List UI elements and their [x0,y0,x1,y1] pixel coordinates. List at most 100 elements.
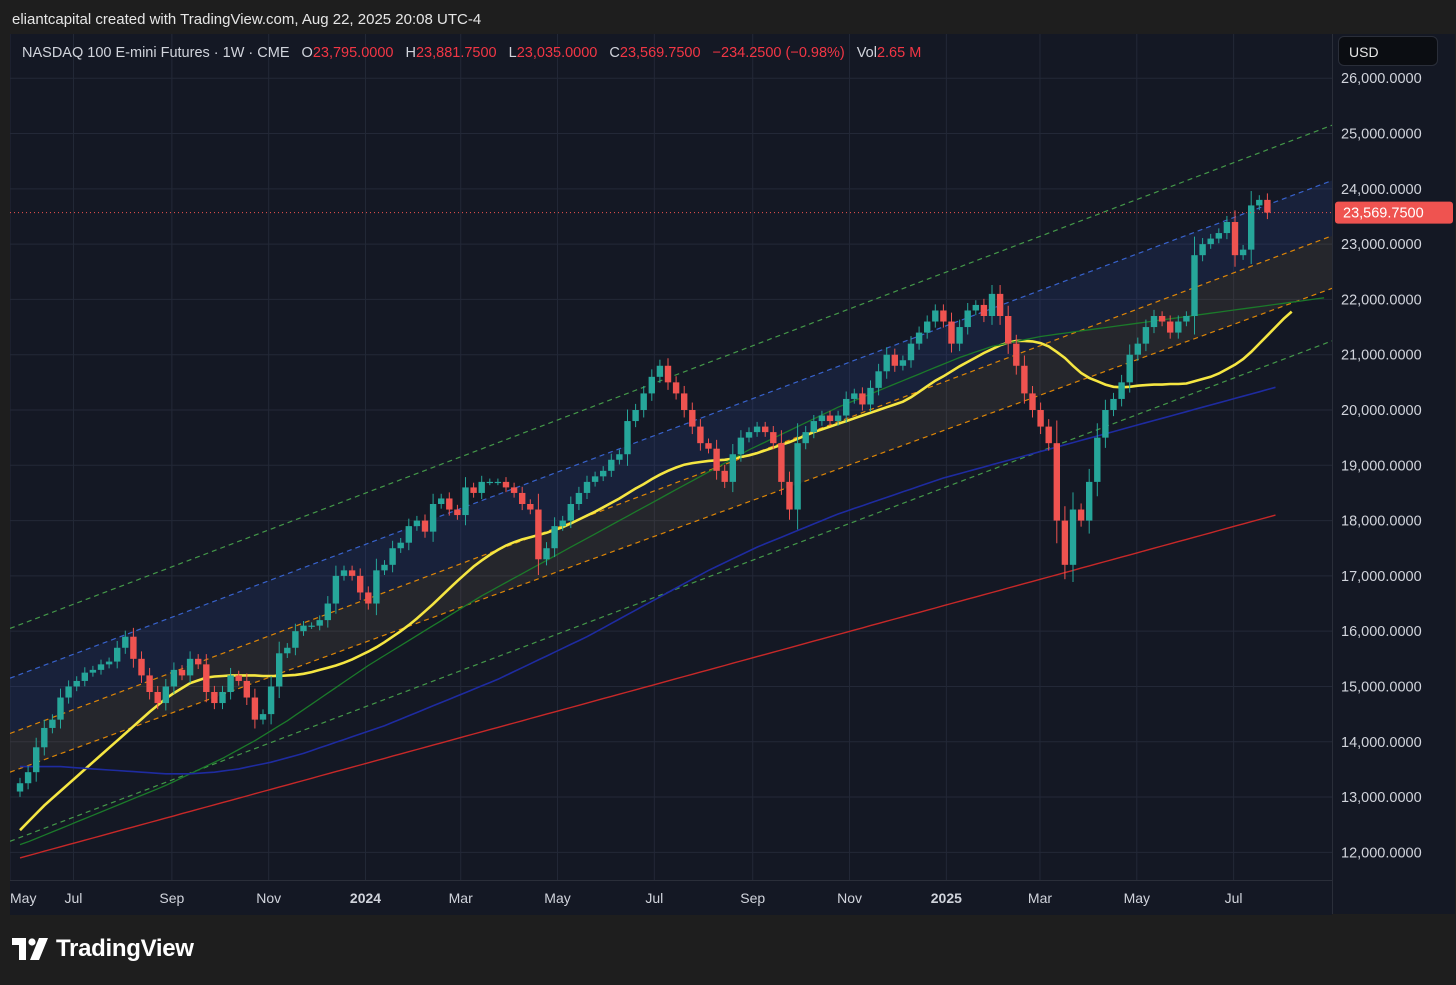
candle-body [1053,443,1060,521]
candle-body [146,675,153,692]
candle-body [170,669,178,687]
candle-body [178,669,186,676]
grid-lines [10,34,1332,880]
candle-body [543,548,550,560]
currency-button[interactable]: USD [1338,36,1438,66]
candle-body [276,653,283,687]
candle-body [510,487,518,493]
candle-body [203,664,210,692]
candle-body [616,454,623,460]
candle-body [397,542,404,549]
candle-body [381,564,388,571]
candle-body [1215,233,1222,239]
candle-body [519,492,526,504]
price-scale[interactable]: 12,000.0000 13,000.0000 14,000.0000 15,000.… [1332,34,1455,914]
candle-body [624,421,631,455]
candle-body [932,310,939,322]
candle-body [1094,437,1101,482]
inner-channel-fill [10,235,1332,773]
x-tick-label: Mar [1028,890,1052,906]
credit-text: eliantcapital created with TradingView.c… [12,11,482,28]
candle-body [1118,382,1125,399]
price-plot[interactable] [10,34,1332,880]
candle-body [648,376,655,394]
y-tick-label: 22,000.0000 [1341,292,1422,308]
y-tick-label: 16,000.0000 [1341,624,1422,640]
candle-body [1191,255,1198,316]
tradingview-logo[interactable]: TradingView [12,935,194,963]
candle-body [705,443,712,449]
chart-area[interactable]: NASDAQ 100 E-mini Futures · 1W · CME O23… [10,34,1455,915]
candle-body [227,675,234,692]
candle-body [1069,509,1077,565]
candle-body [340,570,348,576]
candle-body [875,371,882,388]
candle-body [583,481,591,493]
candle-body [454,509,461,516]
candle-body [251,697,259,720]
candle-body [429,504,437,532]
candle-body [1102,410,1109,438]
candle-body [502,481,510,488]
x-tick-label: 2025 [931,890,962,906]
candle-body [826,415,834,422]
x-tick-label: Jul [1225,890,1243,906]
x-tick-label: May [1124,890,1150,906]
candle-body [348,570,356,576]
change-value: −234.2500 (−0.98%) [712,45,845,61]
y-tick-label: 26,000.0000 [1341,71,1422,87]
x-tick-label: May [10,890,36,906]
candle-body [575,492,583,504]
candle-body [1037,410,1044,427]
y-tick-label: 13,000.0000 [1341,790,1422,806]
y-tick-label: 17,000.0000 [1341,569,1422,585]
candle-body [762,426,769,433]
candle-body [373,570,380,604]
candle-body [138,658,145,676]
candle-body [413,520,421,527]
candle-body [948,321,955,344]
candle-body [57,697,64,720]
low-value: 23,035.0000 [516,45,598,61]
candle-body [1110,398,1117,410]
x-tick-label: May [544,890,570,906]
candle-body [73,680,80,687]
x-tick-label: Jul [65,890,83,906]
candle-body [300,625,307,632]
candle-body [972,304,979,311]
moving-average-line-3 [19,514,1276,859]
candle-body [16,783,24,792]
candle-body [964,310,971,328]
close-value: 23,569.7500 [619,45,701,61]
candle-body [567,504,574,521]
candle-body [1029,393,1036,410]
high-value: 23,881.7500 [415,45,497,61]
volume-value: 2.65 M [876,45,922,61]
candle-body [41,727,48,748]
candle-body [1045,426,1052,444]
candle-body [405,526,412,543]
candle-body [559,520,566,527]
y-tick-label: 15,000.0000 [1341,679,1422,695]
candle-body [65,686,72,698]
time-scale[interactable]: May Jul Sep Nov 2024 Mar May Jul Sep Nov 2025 Mar Ma… [10,880,1332,915]
channel-line-0 [10,124,1332,629]
candle-body [834,415,842,422]
candle-body [49,719,56,728]
candle-body [915,332,923,344]
candle-body [1167,321,1174,333]
y-tick-label: 23,000.0000 [1341,237,1422,253]
candle-body [470,487,477,493]
brand-name: TradingView [56,935,194,962]
candle-body [810,421,817,433]
low-label: L [508,45,517,61]
channel-line-2 [10,235,1332,735]
moving-average-line-2 [20,386,1276,775]
channel-fills [10,180,1332,773]
candle-body [794,443,801,510]
x-tick-label: Nov [837,890,862,906]
candle-body [980,304,988,316]
candle-body [1126,354,1133,383]
candle-body [1061,520,1069,565]
candle-body [656,365,664,377]
